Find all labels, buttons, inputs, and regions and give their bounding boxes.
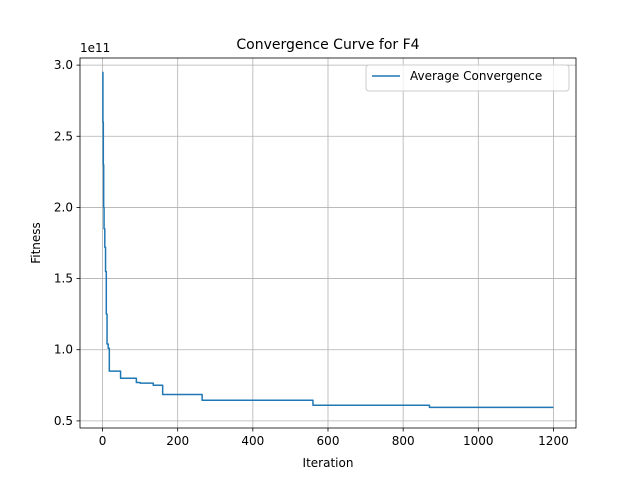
legend: Average Convergence — [365, 64, 570, 92]
y-axis-ticks: 0.5 1.0 1.5 2.0 2.5 3.0 — [54, 58, 80, 428]
y-axis-label: Fitness — [29, 222, 43, 264]
y-tick-label: 3.0 — [54, 58, 73, 72]
x-tick-label: 1000 — [463, 434, 494, 448]
legend-label: Average Convergence — [410, 69, 542, 83]
y-tick-label: 2.5 — [54, 129, 73, 143]
x-tick-label: 1200 — [538, 434, 569, 448]
x-tick-label: 800 — [392, 434, 415, 448]
series-group — [102, 71, 554, 409]
y-tick-label: 1.5 — [54, 272, 73, 286]
x-tick-label: 400 — [241, 434, 264, 448]
y-offset-text: 1e11 — [80, 41, 110, 55]
y-tick-label: 2.0 — [54, 200, 73, 214]
y-tick-label: 1.0 — [54, 343, 73, 357]
chart-title: Convergence Curve for F4 — [236, 37, 419, 53]
series-line-average-convergence — [102, 71, 554, 409]
x-tick-label: 0 — [99, 434, 107, 448]
y-tick-label: 0.5 — [54, 414, 73, 428]
x-tick-label: 600 — [317, 434, 340, 448]
x-axis-label: Iteration — [303, 456, 354, 470]
x-axis-ticks: 0 200 400 600 800 1000 1200 — [99, 428, 569, 448]
grid-lines — [80, 58, 576, 428]
x-tick-label: 200 — [166, 434, 189, 448]
legend-box — [365, 64, 570, 92]
